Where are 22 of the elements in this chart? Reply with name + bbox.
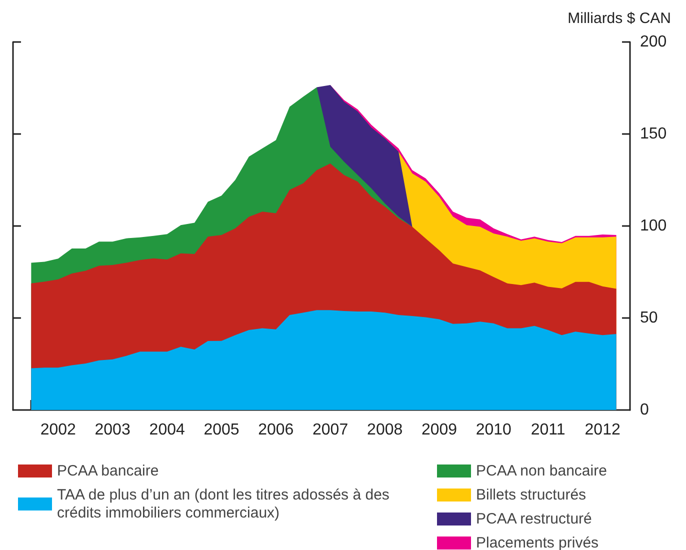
x-tick-label: 2005: [204, 422, 240, 438]
y-tick-label: 50: [640, 310, 658, 326]
legend-label: PCAA restructuré: [476, 510, 592, 528]
x-tick-label: 2011: [530, 422, 566, 438]
x-tick-label: 2003: [94, 422, 130, 438]
y-tick-label: 200: [640, 34, 667, 50]
y-tick-label: 100: [640, 218, 667, 234]
y-tick-label: 150: [640, 126, 667, 142]
x-tick-label: 2004: [149, 422, 185, 438]
legend-label: PCAA non bancaire: [476, 462, 607, 480]
legend-label: Billets structurés: [476, 486, 586, 504]
x-tick-label: 2007: [312, 422, 348, 438]
x-tick-label: 2008: [367, 422, 403, 438]
x-tick-label: 2006: [258, 422, 294, 438]
legend-label: PCAA bancaire: [57, 462, 159, 480]
y-tick-label: 0: [640, 402, 649, 418]
x-tick-label: 2012: [584, 422, 620, 438]
y-axis-title: Milliards $ CAN: [568, 10, 672, 27]
x-tick-label: 2009: [421, 422, 458, 438]
x-tick-label: 2010: [476, 422, 512, 438]
legend-label: TAA de plus d’un an (dont les titres adossés à des crédits immobiliers commerciaux): [57, 486, 394, 522]
x-tick-label: 2002: [40, 422, 76, 438]
